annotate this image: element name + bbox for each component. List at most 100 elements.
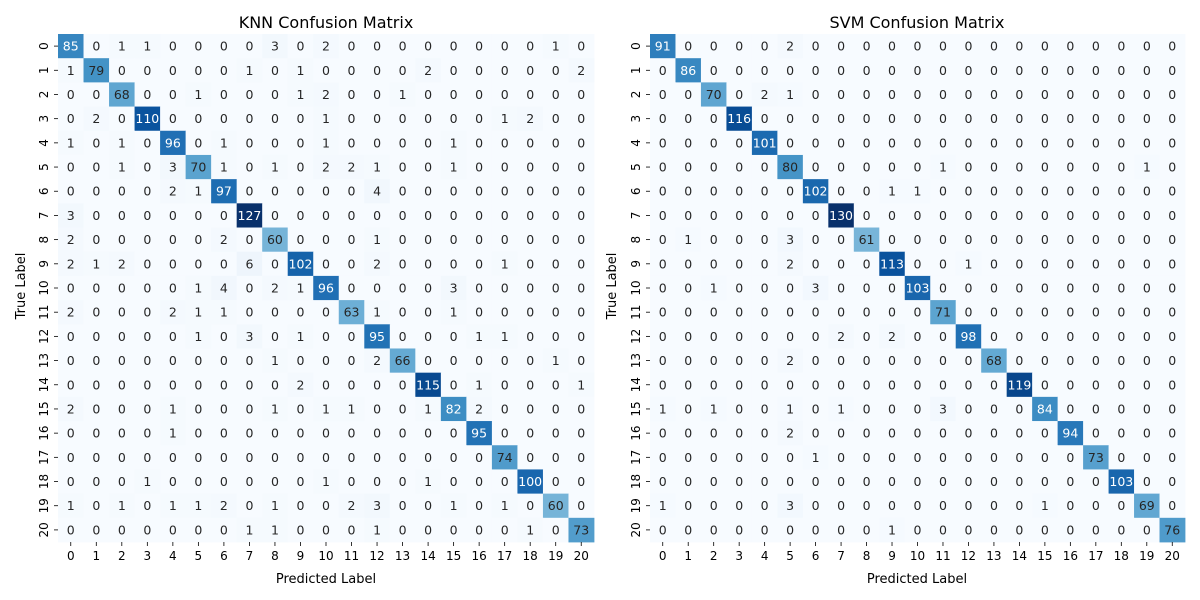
svm-cell-value-r1-c17: 0: [1092, 63, 1100, 78]
knn-cell-value-r9-c17: 1: [501, 256, 509, 271]
knn-cell-r0-c14: [415, 34, 442, 59]
knn-cell-r4-c8: [262, 130, 289, 156]
svm-cell-value-r5-c0: 0: [659, 160, 667, 175]
knn-cell-r20-c3: [134, 517, 161, 543]
knn-cell-r20-c18: [517, 517, 544, 543]
knn-cell-value-r5-c11: 2: [348, 160, 356, 175]
knn-cell-value-r9-c15: 0: [450, 256, 458, 271]
svm-cell-r5-c0: [650, 154, 676, 180]
svm-cell-r7-c19: [1134, 203, 1160, 228]
knn-cell-r5-c7: [236, 154, 263, 180]
svm-cell-value-r3-c5: 0: [786, 111, 794, 126]
knn-x-tick-label-16: 16: [471, 549, 486, 563]
knn-cell-value-r1-c9: 1: [297, 63, 305, 78]
svm-cell-r15-c11: [930, 396, 957, 422]
svm-cell-r4-c4: [751, 130, 778, 156]
knn-cell-value-r16-c13: 0: [399, 426, 407, 441]
svm-cell-value-r6-c1: 0: [684, 184, 692, 199]
knn-cell-value-r16-c6: 0: [220, 426, 228, 441]
knn-cell-r9-c8: [262, 251, 289, 277]
knn-cell-r10-c1: [83, 275, 110, 301]
knn-cell-r0-c10: [313, 34, 340, 59]
svm-cell-r2-c8: [853, 82, 880, 107]
knn-x-tick-label-15: 15: [446, 549, 461, 563]
knn-cell-value-r3-c17: 1: [501, 111, 509, 126]
svm-cell-r15-c4: [751, 396, 778, 422]
svm-cell-r1-c8: [853, 58, 880, 83]
svm-cell-value-r18-c9: 0: [888, 474, 896, 489]
svm-cell-value-r0-c17: 0: [1092, 39, 1100, 54]
svm-cell-r20-c15: [1032, 517, 1059, 543]
svm-cell-value-r6-c16: 0: [1066, 184, 1074, 199]
knn-cell-r9-c14: [415, 251, 442, 277]
svm-cell-r4-c11: [930, 130, 957, 156]
knn-cell-value-r2-c13: 1: [399, 87, 407, 102]
knn-cell-value-r16-c2: 0: [118, 426, 126, 441]
knn-cell-r0-c2: [109, 34, 135, 59]
svm-cell-value-r16-c11: 0: [939, 426, 947, 441]
svm-cell-value-r13-c0: 0: [659, 353, 667, 368]
svm-cell-value-r20-c18: 0: [1117, 522, 1125, 537]
knn-cell-value-r12-c11: 0: [348, 329, 356, 344]
knn-cell-value-r9-c19: 0: [552, 256, 560, 271]
knn-cell-r7-c12: [364, 203, 391, 228]
svm-cell-r14-c16: [1057, 372, 1084, 398]
knn-cell-value-r18-c9: 0: [297, 474, 305, 489]
svm-cell-r12-c3: [726, 324, 753, 349]
svm-cell-value-r17-c18: 0: [1117, 450, 1125, 465]
svm-cell-value-r14-c12: 0: [964, 377, 972, 392]
svm-cell-value-r18-c2: 0: [710, 474, 718, 489]
knn-cell-r6-c10: [313, 179, 340, 204]
svm-cell-value-r7-c19: 0: [1143, 208, 1151, 223]
knn-cell-value-r10-c12: 0: [373, 281, 381, 296]
svm-cell-value-r9-c13: 0: [990, 256, 998, 271]
knn-cell-value-r11-c18: 0: [526, 305, 534, 320]
svm-cell-value-r12-c0: 0: [659, 329, 667, 344]
knn-cell-value-r4-c16: 0: [475, 135, 483, 150]
svm-cell-value-r10-c20: 0: [1168, 281, 1176, 296]
knn-chart-title: KNN Confusion Matrix: [239, 13, 414, 32]
knn-cell-value-r4-c13: 0: [399, 135, 407, 150]
svm-cell-r15-c0: [650, 396, 676, 422]
knn-cell-value-r20-c13: 0: [399, 522, 407, 537]
svm-x-tick-label-19: 19: [1139, 549, 1154, 563]
knn-cell-r17-c10: [313, 445, 340, 470]
knn-cell-value-r16-c16: 95: [471, 426, 487, 441]
knn-cell-r16-c12: [364, 421, 391, 446]
knn-cell-value-r2-c17: 0: [501, 87, 509, 102]
knn-cell-r12-c11: [338, 324, 365, 349]
knn-confusion-matrix-panel: KNN Confusion Matrix Predicted Label Tru…: [14, 13, 595, 587]
knn-cell-r5-c13: [389, 154, 416, 180]
svm-cell-r20-c10: [904, 517, 931, 543]
knn-cell-value-r5-c14: 0: [424, 160, 432, 175]
svm-cell-value-r1-c11: 0: [939, 63, 947, 78]
knn-x-tick-label-18: 18: [523, 549, 538, 563]
svm-cell-value-r10-c18: 0: [1117, 281, 1125, 296]
svm-cell-value-r9-c20: 0: [1168, 256, 1176, 271]
svm-cell-r2-c19: [1134, 82, 1160, 107]
svm-cell-value-r0-c1: 0: [684, 39, 692, 54]
knn-cell-value-r14-c10: 0: [322, 377, 330, 392]
knn-cell-value-r7-c16: 0: [475, 208, 483, 223]
knn-cell-r12-c16: [466, 324, 493, 349]
svm-cell-r10-c9: [879, 275, 906, 301]
knn-cell-r9-c6: [211, 251, 238, 277]
knn-cell-value-r4-c15: 1: [450, 135, 458, 150]
knn-cell-r7-c6: [211, 203, 238, 228]
knn-cell-r15-c11: [338, 396, 365, 422]
svm-x-tick-label-17: 17: [1088, 549, 1103, 563]
svm-cell-value-r12-c18: 0: [1117, 329, 1125, 344]
svm-cell-value-r11-c0: 0: [659, 305, 667, 320]
knn-cell-value-r0-c20: 0: [577, 39, 585, 54]
knn-cell-value-r16-c9: 0: [297, 426, 305, 441]
knn-cell-value-r8-c15: 0: [450, 232, 458, 247]
svm-cell-r2-c20: [1159, 82, 1186, 107]
knn-cell-value-r19-c13: 0: [399, 498, 407, 513]
svm-cell-value-r5-c14: 0: [1015, 160, 1023, 175]
knn-cell-r12-c0: [58, 324, 84, 349]
knn-cell-value-r13-c17: 0: [501, 353, 509, 368]
knn-cell-value-r20-c2: 0: [118, 522, 126, 537]
svm-cell-value-r19-c1: 0: [684, 498, 692, 513]
